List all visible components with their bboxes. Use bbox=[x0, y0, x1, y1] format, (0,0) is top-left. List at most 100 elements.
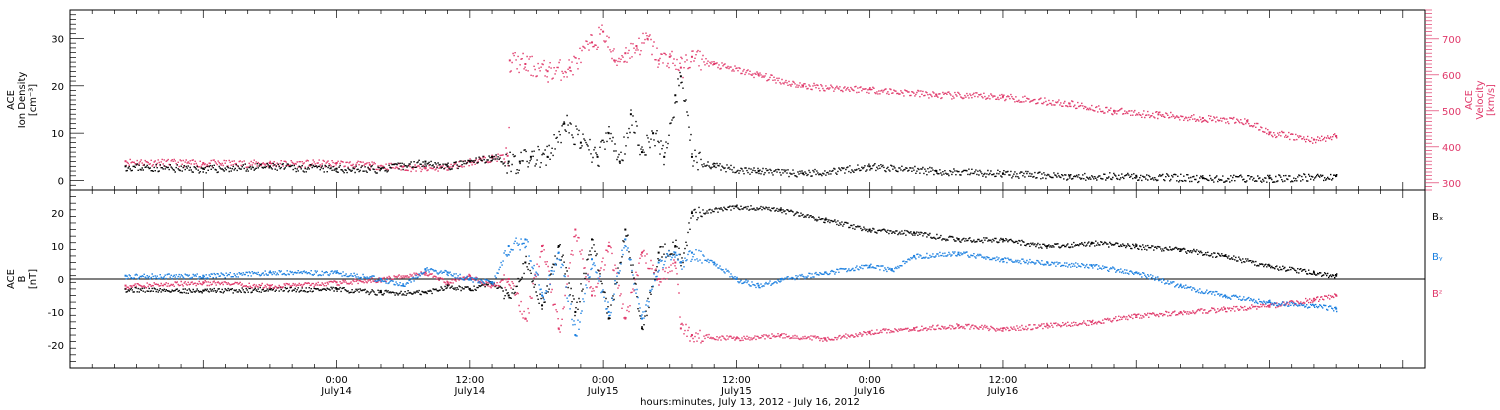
x-tick-day: July15 bbox=[720, 386, 752, 397]
b-series-1-point bbox=[268, 271, 271, 274]
density-series-scatter bbox=[125, 71, 1338, 184]
top-right-tick-label: 600 bbox=[1442, 71, 1461, 82]
density-series-point bbox=[690, 155, 693, 158]
velocity-series-point bbox=[713, 63, 716, 65]
velocity-series-point bbox=[802, 84, 805, 87]
b-series-1-point bbox=[679, 261, 682, 264]
top-left-tick-label: 0 bbox=[58, 177, 64, 188]
b-series-2-point bbox=[624, 317, 627, 320]
top-left-tick-label: 30 bbox=[51, 34, 64, 45]
legend-1: Bᵧ bbox=[1432, 252, 1443, 263]
b-series-1-point bbox=[607, 310, 610, 313]
velocity-series-point bbox=[1157, 113, 1160, 116]
bottom-tick-label: 10 bbox=[51, 242, 64, 253]
b-series-1-point bbox=[890, 268, 893, 271]
density-series-point bbox=[663, 155, 666, 158]
b-series-1-point bbox=[1335, 307, 1338, 310]
b-series-2-point bbox=[607, 245, 610, 248]
b-series-0-point bbox=[379, 291, 382, 294]
b-series-0-point bbox=[1312, 271, 1315, 274]
b-series-0-point bbox=[335, 287, 338, 290]
bottom-ylabel: [nT] bbox=[28, 269, 39, 289]
b-series-1-point bbox=[468, 278, 471, 280]
velocity-series-point bbox=[657, 59, 660, 62]
velocity-series-point bbox=[508, 59, 511, 62]
b-series-1-point bbox=[657, 261, 660, 264]
top-left-tick-label: 20 bbox=[51, 82, 64, 93]
density-series-point bbox=[713, 165, 716, 168]
b-series-0-point bbox=[1335, 274, 1338, 277]
top-right-tick-label: 400 bbox=[1442, 143, 1461, 154]
b-series-1-scatter bbox=[125, 237, 1338, 337]
b-series-1-point bbox=[402, 284, 405, 287]
b-series-1-point bbox=[868, 264, 871, 267]
b-series-0 bbox=[124, 204, 1338, 331]
b-series-2-point bbox=[1001, 327, 1004, 330]
b-series-0-point bbox=[1135, 245, 1138, 248]
density-series-point bbox=[629, 113, 632, 116]
b-series-1-point bbox=[541, 294, 544, 297]
top-right-ylabel: Velocity bbox=[1475, 80, 1486, 119]
top-right-tick-label: 300 bbox=[1442, 179, 1461, 190]
b-series-0-point bbox=[268, 287, 271, 290]
velocity-series-point bbox=[124, 160, 127, 163]
b-series-2-point bbox=[268, 284, 271, 287]
b-series-2-point bbox=[424, 271, 427, 274]
x-tick-time: 0:00 bbox=[592, 375, 614, 386]
velocity-series-point bbox=[524, 63, 527, 65]
b-series-2-point bbox=[557, 327, 560, 330]
b-series-2-point bbox=[824, 337, 827, 340]
b-series-1-point bbox=[124, 274, 127, 277]
b-series-0-point bbox=[674, 245, 677, 248]
x-axis-label: hours:minutes, July 13, 2012 - July 16, … bbox=[640, 397, 860, 408]
b-series-0-point bbox=[690, 212, 693, 215]
b-series-1-point bbox=[1001, 258, 1004, 261]
b-series-2 bbox=[124, 228, 1338, 344]
b-series-0-point bbox=[1090, 241, 1093, 244]
top-right-ylabel: ACE bbox=[1464, 90, 1475, 110]
b-series-2-point bbox=[640, 251, 643, 254]
bottom-ylabel: ACE bbox=[6, 269, 17, 289]
density-series-point bbox=[124, 165, 127, 168]
density-series-point bbox=[596, 155, 599, 158]
b-series-1-point bbox=[713, 261, 716, 264]
legend-0: Bₓ bbox=[1432, 212, 1443, 223]
density-series-point bbox=[1268, 177, 1271, 180]
b-series-0-point bbox=[1179, 248, 1182, 251]
b-series-2-point bbox=[868, 330, 871, 333]
bottom-ylabel: B bbox=[17, 275, 28, 282]
velocity-series-point bbox=[646, 37, 649, 40]
x-tick-day: July15 bbox=[587, 386, 619, 397]
b-series-0-point bbox=[507, 294, 510, 297]
b-series-1-point bbox=[957, 251, 960, 254]
b-series-1-point bbox=[507, 245, 510, 248]
velocity-series-point bbox=[368, 163, 371, 166]
density-series-point bbox=[868, 165, 871, 168]
b-series-2-point bbox=[674, 261, 677, 264]
density-series-point bbox=[529, 155, 532, 158]
velocity-series-point bbox=[268, 162, 271, 164]
density-series-point bbox=[202, 167, 205, 170]
density-series-point bbox=[1068, 174, 1071, 177]
b-series-1-point bbox=[379, 278, 382, 280]
b-series-2-point bbox=[591, 294, 594, 297]
density-series-point bbox=[1001, 172, 1004, 175]
x-axis: 0:00July1412:00July140:00July1512:00July… bbox=[69, 10, 1426, 408]
x-tick-time: 0:00 bbox=[325, 375, 347, 386]
b-series-2-point bbox=[679, 327, 682, 330]
x-tick-time: 12:00 bbox=[989, 375, 1018, 386]
density-series-point bbox=[640, 151, 643, 154]
b-series-1-point bbox=[591, 258, 594, 261]
b-series-2-point bbox=[1046, 324, 1049, 327]
velocity-series-point bbox=[506, 154, 509, 157]
density-series-point bbox=[491, 155, 494, 158]
velocity-series-point bbox=[1201, 117, 1204, 119]
b-series-1-point bbox=[1179, 284, 1182, 287]
bottom-tick-label: -10 bbox=[48, 308, 64, 319]
b-series-0-scatter bbox=[125, 204, 1338, 331]
density-series-point bbox=[1201, 177, 1204, 180]
density-series-point bbox=[618, 160, 621, 163]
velocity-series-point bbox=[568, 66, 571, 69]
b-series-1-point bbox=[446, 271, 449, 274]
b-series-1-point bbox=[779, 278, 782, 280]
